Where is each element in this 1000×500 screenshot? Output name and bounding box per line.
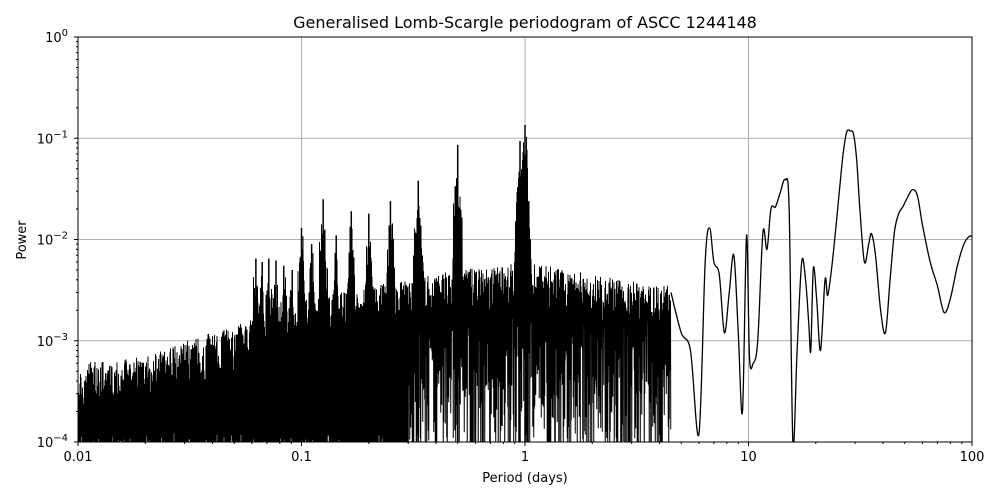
x-tick-labels: 0.01 0.1 1 10 100 bbox=[64, 450, 985, 465]
y-tick-label: 10−3 bbox=[37, 332, 68, 350]
y-tick-labels: 10−4 10−3 10−2 10−1 100 bbox=[37, 28, 68, 451]
x-tick-label: 100 bbox=[960, 450, 985, 465]
y-tick-label: 10−2 bbox=[37, 231, 68, 249]
x-tick-label: 1 bbox=[521, 450, 529, 465]
y-axis-label: Power bbox=[15, 220, 30, 260]
periodogram-series bbox=[78, 125, 972, 442]
chart-title: Generalised Lomb-Scargle periodogram of … bbox=[293, 13, 757, 32]
x-axis-label: Period (days) bbox=[482, 471, 568, 486]
noise-trace bbox=[78, 136, 672, 442]
x-tick-label: 0.1 bbox=[291, 450, 312, 465]
axes-frame bbox=[77, 36, 973, 443]
y-tick-label: 10−1 bbox=[37, 129, 68, 147]
y-tick-label: 100 bbox=[45, 28, 68, 46]
x-tick-label: 10 bbox=[740, 450, 757, 465]
y-tick-label: 10−4 bbox=[37, 433, 68, 451]
long-period-trace bbox=[670, 129, 972, 442]
x-tick-label: 0.01 bbox=[64, 450, 93, 465]
